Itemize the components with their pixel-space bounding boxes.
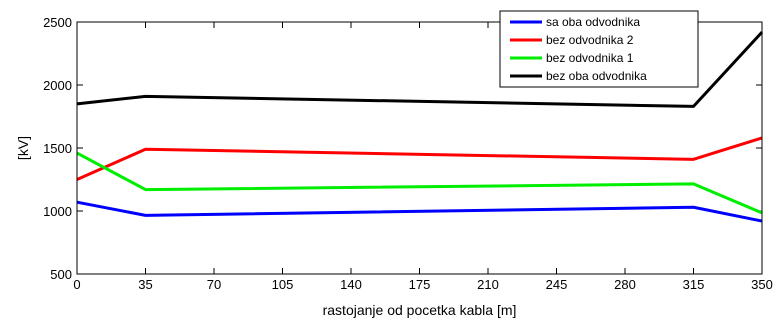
x-tick-label: 315: [683, 277, 705, 292]
series-line-4: [76, 31, 764, 108]
legend: sa oba odvodnika bez odvodnika 2 bez odvod…: [499, 10, 699, 88]
series-layer: [76, 31, 764, 223]
series-line-1: [76, 200, 763, 223]
y-axis-ticks: 500 1000 1500 2000 2500: [43, 15, 762, 282]
legend-box: [499, 10, 699, 88]
legend-entry: bez odvodnika 1: [546, 51, 634, 65]
legend-entry: bez oba odvodnika: [546, 69, 647, 83]
y-axis-label: [kV]: [15, 136, 31, 160]
plot-frame: [76, 21, 763, 275]
y-tick-label: 1500: [43, 141, 72, 156]
series-line-3: [76, 151, 763, 215]
x-tick-label: 0: [73, 277, 80, 292]
y-tick-label: 2500: [43, 15, 72, 30]
x-tick-label: 245: [546, 277, 568, 292]
x-tick-label: 140: [340, 277, 362, 292]
x-axis-label: rastojanje od pocetka kabla [m]: [323, 302, 517, 318]
x-axis-ticks: 0 35 70 105 140 175 210 245 280 315 350: [73, 22, 773, 292]
legend-entry: sa oba odvodnika: [546, 15, 640, 29]
x-tick-label: 105: [272, 277, 294, 292]
x-tick-label: 70: [207, 277, 221, 292]
y-tick-label: 2000: [43, 78, 72, 93]
x-tick-label: 280: [614, 277, 636, 292]
series-line-2: [76, 136, 763, 181]
x-tick-label: 35: [138, 277, 152, 292]
x-tick-label: 210: [477, 277, 499, 292]
x-tick-label: 175: [409, 277, 431, 292]
x-tick-label: 350: [751, 277, 773, 292]
y-tick-label: 500: [50, 267, 72, 282]
y-tick-label: 1000: [43, 204, 72, 219]
legend-entry: bez odvodnika 2: [546, 33, 634, 47]
